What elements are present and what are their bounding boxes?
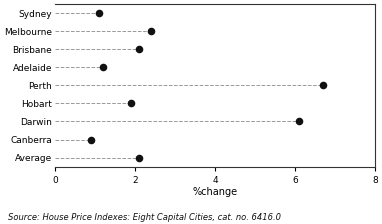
Point xyxy=(136,47,142,51)
Point xyxy=(296,120,302,123)
Point xyxy=(148,29,154,33)
Text: Source: House Price Indexes: Eight Capital Cities, cat. no. 6416.0: Source: House Price Indexes: Eight Capit… xyxy=(8,213,281,222)
Point xyxy=(128,102,134,105)
Point xyxy=(320,84,326,87)
X-axis label: %change: %change xyxy=(193,187,238,197)
Point xyxy=(136,156,142,159)
Point xyxy=(88,138,94,141)
Point xyxy=(100,66,106,69)
Point xyxy=(96,11,102,15)
